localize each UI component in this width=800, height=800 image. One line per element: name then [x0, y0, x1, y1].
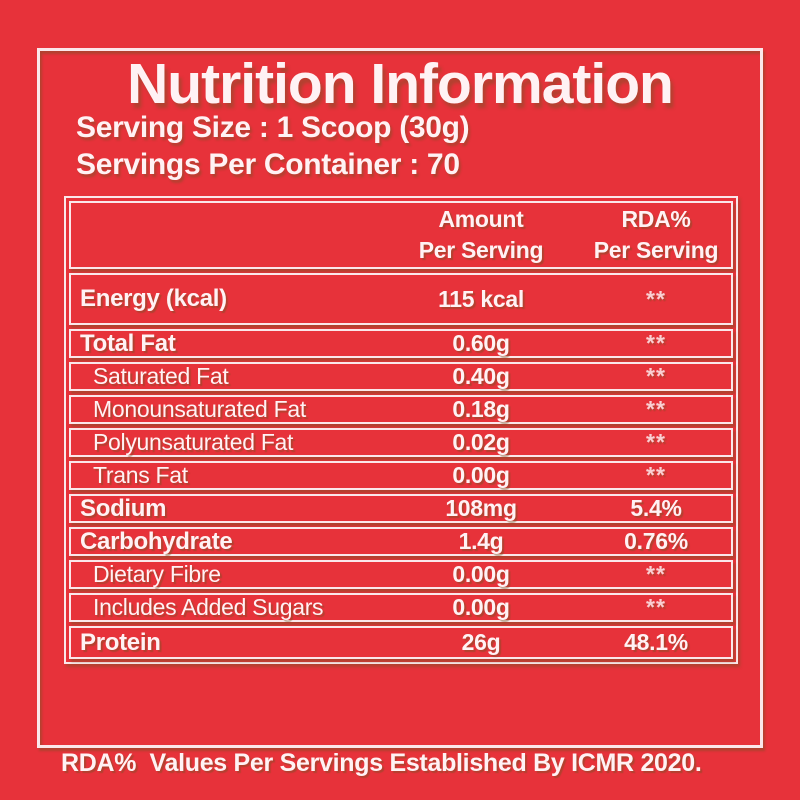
footnote-rda-established: RDA% Values Per Servings Established By … [61, 749, 702, 777]
row-label: Trans Fat [93, 462, 188, 488]
table-row-sodium: Sodium 108mg 5.4% [69, 494, 733, 523]
row-rda: ** [646, 594, 666, 620]
row-amount: 0.00g [452, 594, 510, 620]
row-rda: ** [646, 330, 666, 356]
table-row-energy: Energy (kcal) 115 kcal ** [69, 273, 733, 325]
table-row-added-sugars: Includes Added Sugars 0.00g ** [69, 593, 733, 622]
row-label: Dietary Fibre [93, 561, 221, 587]
label-frame: Nutrition Information Serving Size : 1 S… [37, 48, 763, 777]
table-header-row: Amount Per Serving RDA% Per Serving [69, 201, 733, 269]
header-amount-line2: Per Serving [418, 237, 544, 263]
row-label: Monounsaturated Fat [93, 396, 306, 422]
row-amount: 0.00g [452, 561, 510, 587]
row-label: Sodium [80, 494, 167, 522]
row-amount: 0.02g [452, 429, 510, 455]
header-rda-line2: Per Serving [593, 237, 719, 263]
nutrition-table: Amount Per Serving RDA% Per Serving Ener… [64, 196, 738, 664]
table-row-trans-fat: Trans Fat 0.00g ** [69, 461, 733, 490]
table-row-monounsaturated-fat: Monounsaturated Fat 0.18g ** [69, 395, 733, 424]
table-row-protein: Protein 26g 48.1% [69, 626, 733, 659]
row-amount: 0.18g [452, 396, 510, 422]
row-rda: 0.76% [624, 528, 688, 554]
servings-per-container-text: Servings Per Container : 70 [76, 148, 460, 181]
page-title: Nutrition Information [127, 52, 674, 116]
row-rda: ** [646, 363, 666, 389]
row-amount: 26g [461, 629, 501, 655]
row-rda: ** [646, 462, 666, 488]
row-amount: 115 kcal [438, 285, 524, 312]
row-label: Total Fat [80, 329, 176, 357]
footnotes: RDA% Values Per Servings Established By … [61, 673, 702, 800]
row-rda: 5.4% [630, 495, 682, 521]
row-label: Energy (kcal) [80, 285, 227, 312]
row-amount: 0.60g [452, 330, 510, 356]
row-amount: 1.4g [458, 528, 504, 554]
row-amount: 0.40g [452, 363, 510, 389]
row-amount: 0.00g [452, 462, 510, 488]
row-label: Protein [80, 628, 161, 656]
row-label: Carbohydrate [80, 527, 233, 555]
header-amount-cell: Amount Per Serving [381, 204, 581, 266]
table-row-saturated-fat: Saturated Fat 0.40g ** [69, 362, 733, 391]
row-label: Saturated Fat [93, 363, 229, 389]
row-rda: ** [646, 429, 666, 455]
serving-size-text: Serving Size : 1 Scoop (30g) [76, 111, 470, 144]
row-label: Includes Added Sugars [93, 594, 324, 620]
row-rda: 48.1% [624, 629, 688, 655]
table-row-carbohydrate: Carbohydrate 1.4g 0.76% [69, 527, 733, 556]
table-row-dietary-fibre: Dietary Fibre 0.00g ** [69, 560, 733, 589]
table-row-polyunsaturated-fat: Polyunsaturated Fat 0.02g ** [69, 428, 733, 457]
header-rda-line1: RDA% [621, 206, 691, 232]
header-rda-cell: RDA% Per Serving [581, 204, 731, 266]
row-rda: ** [646, 285, 666, 312]
row-amount: 108mg [445, 495, 517, 521]
row-label: Polyunsaturated Fat [93, 429, 294, 455]
row-rda: ** [646, 396, 666, 422]
row-rda: ** [646, 561, 666, 587]
header-amount-line1: Amount [438, 206, 524, 232]
table-row-total-fat: Total Fat 0.60g ** [69, 329, 733, 358]
